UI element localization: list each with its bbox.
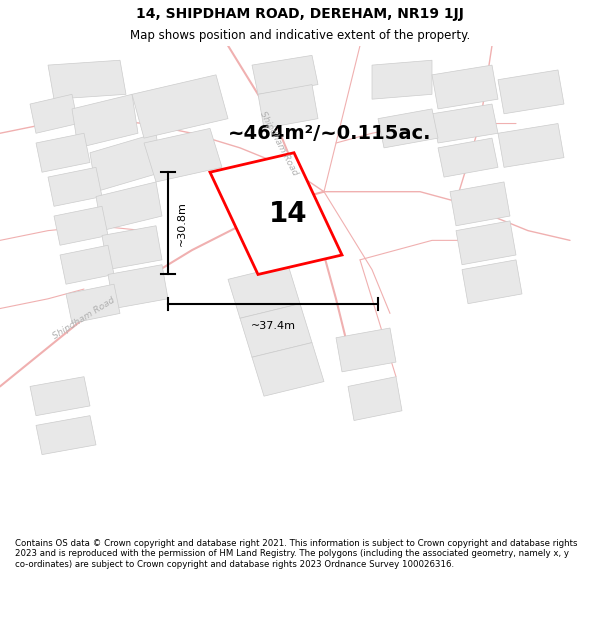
Text: 14: 14 — [269, 199, 307, 228]
Polygon shape — [438, 138, 498, 177]
Text: ~30.8m: ~30.8m — [177, 201, 187, 246]
Polygon shape — [66, 284, 120, 323]
Polygon shape — [462, 260, 522, 304]
Polygon shape — [36, 416, 96, 454]
Polygon shape — [54, 206, 108, 245]
Polygon shape — [456, 221, 516, 265]
Polygon shape — [498, 124, 564, 168]
Polygon shape — [258, 84, 318, 128]
Polygon shape — [252, 56, 318, 94]
Polygon shape — [252, 342, 324, 396]
Polygon shape — [450, 182, 510, 226]
Polygon shape — [432, 65, 498, 109]
Polygon shape — [36, 133, 90, 172]
Text: Shipdham Road: Shipdham Road — [52, 296, 116, 341]
Text: ~37.4m: ~37.4m — [251, 321, 296, 331]
Polygon shape — [60, 245, 114, 284]
Polygon shape — [90, 133, 162, 192]
Polygon shape — [372, 60, 432, 99]
Polygon shape — [48, 168, 102, 206]
Polygon shape — [336, 328, 396, 372]
Polygon shape — [144, 128, 222, 182]
Polygon shape — [132, 75, 228, 138]
Polygon shape — [48, 60, 126, 99]
Polygon shape — [102, 226, 162, 269]
Text: Map shows position and indicative extent of the property.: Map shows position and indicative extent… — [130, 29, 470, 42]
Polygon shape — [432, 104, 498, 143]
Polygon shape — [498, 70, 564, 114]
Polygon shape — [240, 304, 312, 358]
Polygon shape — [108, 265, 168, 309]
Polygon shape — [228, 265, 300, 318]
Polygon shape — [72, 94, 138, 148]
Polygon shape — [30, 377, 90, 416]
Polygon shape — [378, 109, 438, 148]
Polygon shape — [30, 94, 78, 133]
Polygon shape — [96, 182, 162, 231]
Text: Contains OS data © Crown copyright and database right 2021. This information is : Contains OS data © Crown copyright and d… — [15, 539, 577, 569]
Polygon shape — [210, 152, 342, 274]
Text: ~464m²/~0.115ac.: ~464m²/~0.115ac. — [228, 124, 431, 142]
Polygon shape — [348, 377, 402, 421]
Text: Shipdham Road: Shipdham Road — [258, 109, 300, 177]
Text: 14, SHIPDHAM ROAD, DEREHAM, NR19 1JJ: 14, SHIPDHAM ROAD, DEREHAM, NR19 1JJ — [136, 7, 464, 21]
